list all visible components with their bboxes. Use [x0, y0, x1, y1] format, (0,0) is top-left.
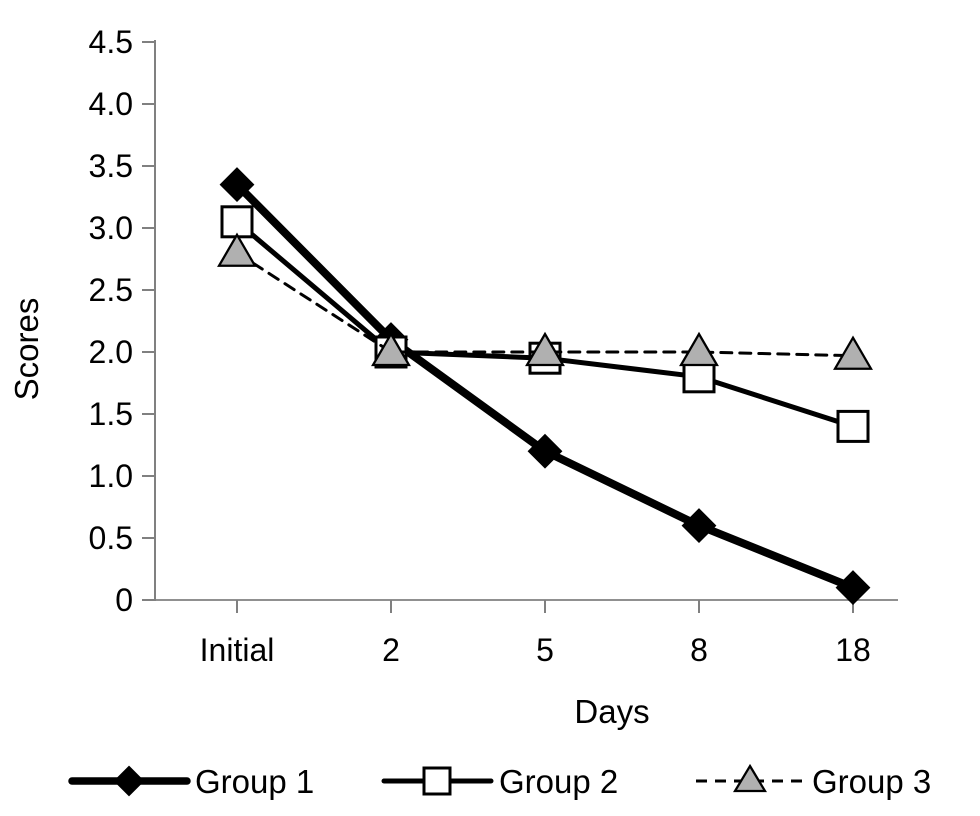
series-layer	[217, 167, 873, 606]
triangle-marker	[217, 232, 257, 267]
x-tick-label: 5	[536, 632, 554, 668]
square-marker	[682, 360, 716, 394]
diamond-marker	[835, 570, 871, 606]
y-axis-ticks: 0 0.5 1.0 1.5 2.0 2.5 3.0 3.5 4.0 4.5	[89, 24, 155, 618]
series-line	[235, 251, 855, 358]
y-tick-label: 4.5	[89, 24, 133, 60]
y-tick-label: 2.5	[89, 272, 133, 308]
legend-label: Group 3	[812, 763, 931, 800]
series-group-3	[217, 232, 873, 370]
y-tick-label: 0	[115, 582, 133, 618]
triangle-marker	[525, 331, 565, 367]
square-marker	[836, 409, 870, 443]
x-tick-label: Initial	[200, 632, 275, 668]
diamond-marker-legend	[113, 765, 145, 797]
x-axis-ticks: Initial 2 5 8 18	[200, 600, 871, 668]
y-tick-label: 3.0	[89, 210, 133, 246]
legend-item-group-2: Group 2	[381, 763, 618, 800]
diamond-marker	[527, 433, 563, 469]
diamond-marker	[219, 167, 255, 203]
y-tick-label: 4.0	[89, 86, 133, 122]
x-tick-label: 2	[382, 632, 400, 668]
legend-label: Group 2	[499, 763, 618, 800]
legend-label: Group 1	[195, 763, 314, 800]
triangle-marker	[679, 331, 719, 367]
series-line	[233, 180, 857, 592]
legend-item-group-3: Group 3	[696, 763, 931, 800]
series-group-1	[219, 167, 871, 606]
triangle-marker	[833, 335, 873, 370]
axes-layer	[154, 40, 898, 601]
diamond-marker	[681, 508, 717, 544]
legend-item-group-1: Group 1	[68, 763, 314, 800]
x-tick-label: 8	[690, 632, 708, 668]
y-tick-label: 2.0	[89, 334, 133, 370]
y-tick-label: 0.5	[89, 520, 133, 556]
y-tick-label: 3.5	[89, 148, 133, 184]
y-tick-label: 1.0	[89, 458, 133, 494]
legend: Group 1 Group 2 Group 3	[68, 763, 931, 800]
square-marker-legend	[422, 766, 452, 796]
y-axis-title: Scores	[8, 298, 45, 401]
square-marker	[220, 205, 254, 239]
triangle-marker-legend	[733, 763, 767, 793]
series-group-2	[220, 205, 870, 443]
series-line	[234, 219, 856, 429]
x-tick-label: 18	[835, 632, 871, 668]
y-tick-label: 1.5	[89, 396, 133, 432]
triangle-marker	[371, 331, 411, 367]
x-axis-title: Days	[574, 693, 649, 730]
